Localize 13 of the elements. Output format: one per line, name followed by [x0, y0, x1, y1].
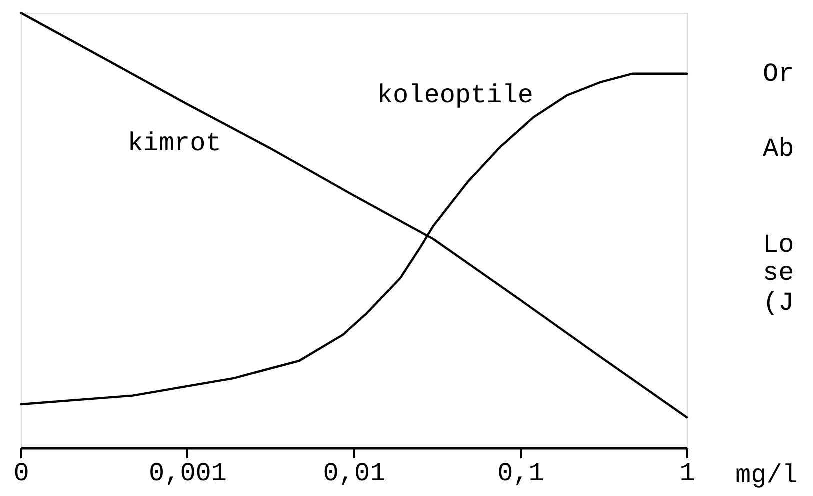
x-tick-label: 0,01 [323, 458, 386, 488]
text: se [763, 258, 794, 288]
text: (J [763, 288, 794, 318]
x-tick-label: 0,001 [148, 458, 228, 488]
x-tick-label: 0,1 [498, 458, 544, 488]
series-label: koleoptile [377, 80, 534, 111]
x-axis-title: mg/l [736, 460, 798, 490]
text: Lo [763, 230, 794, 260]
text: Or [763, 59, 794, 89]
series-label: kimrot [128, 128, 222, 158]
text: Ab [763, 134, 794, 164]
x-tick-label: 1 [680, 458, 696, 488]
x-tick-label: 0 [14, 458, 30, 488]
